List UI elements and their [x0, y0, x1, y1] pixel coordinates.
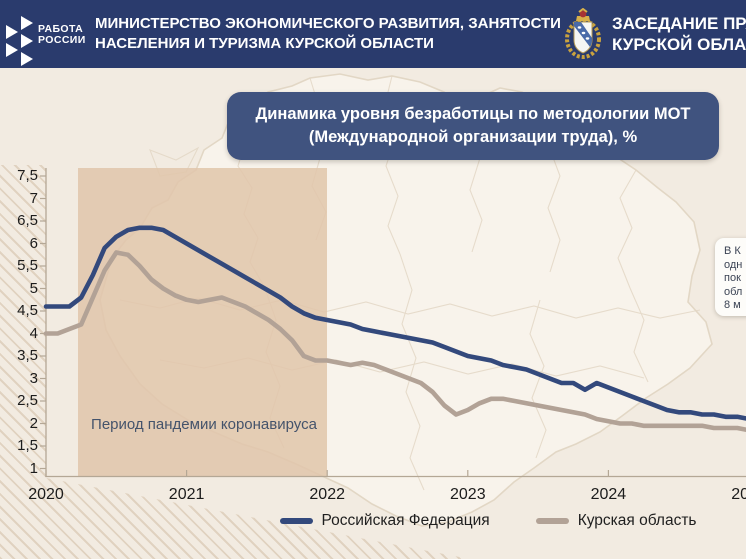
y-tick-label: 6,5	[17, 212, 38, 229]
y-tick-label: 1,5	[17, 437, 38, 454]
x-tick-label: 2025	[731, 486, 746, 503]
y-tick-label: 1	[29, 459, 38, 477]
header-bar: РАБОТА РОССИИ МИНИСТЕРСТВО ЭКОНОМИЧЕСКОГ…	[0, 0, 746, 68]
rabota-rossii-logo-text: РАБОТА РОССИИ	[38, 23, 86, 46]
y-tick-label: 4	[29, 324, 38, 342]
pandemic-period-label: Период пандемии коронавируса	[91, 416, 317, 433]
x-tick-label: 2022	[309, 486, 345, 503]
info-box-line: 8 м	[724, 299, 741, 311]
y-tick-label: 7	[29, 189, 38, 207]
chart-title-line2: (Международной организации труда), %	[308, 128, 638, 146]
y-tick-label: 7,5	[17, 167, 38, 184]
y-tick-label: 5,5	[17, 257, 38, 274]
x-tick-label: 2023	[450, 486, 486, 503]
legend-label: Российская Федерация	[321, 512, 490, 529]
y-tick-label: 2,5	[17, 392, 38, 409]
legend-item: Курская область	[535, 512, 697, 530]
y-tick-label: 2	[29, 414, 38, 432]
chart-legend: Российская Федерация Курская область	[230, 512, 746, 530]
pandemic-period-region	[78, 168, 327, 476]
x-tick-label: 2020	[28, 486, 64, 503]
session-title: ЗАСЕДАНИЕ ПРА КУРСКОЙ ОБЛАС	[612, 14, 746, 54]
chart-title-line1: Динамика уровня безработицы по методолог…	[255, 105, 691, 123]
info-box-line: В К	[724, 245, 741, 257]
ministry-title: МИНИСТЕРСТВО ЭКОНОМИЧЕСКОГО РАЗВИТИЯ, ЗА…	[95, 15, 561, 52]
series-line-Российская Федерация	[43, 225, 746, 421]
x-tick-label: 2021	[168, 486, 205, 503]
y-tick-label: 5	[29, 279, 38, 297]
rabota-rossii-logo-icon	[6, 16, 33, 66]
legend-item: Российская Федерация	[279, 512, 490, 530]
y-tick-label: 6	[29, 234, 38, 252]
y-tick-label: 3	[29, 369, 38, 387]
chart-title-box: Динамика уровня безработицы по методолог…	[227, 92, 719, 160]
y-tick-label: 3,5	[17, 347, 38, 364]
legend-label: Курская область	[577, 512, 697, 529]
y-tick-label: 4,5	[17, 302, 38, 319]
info-box-line: одн	[724, 258, 743, 271]
legend-swatch-icon	[535, 518, 569, 524]
info-box-line: обл	[724, 285, 743, 298]
legend-swatch-icon	[279, 518, 313, 524]
series-line-Курская область	[43, 250, 746, 433]
x-tick-label: 2024	[590, 486, 627, 503]
kursk-coat-of-arms-icon	[565, 8, 601, 59]
info-box-line: пок	[724, 272, 741, 284]
